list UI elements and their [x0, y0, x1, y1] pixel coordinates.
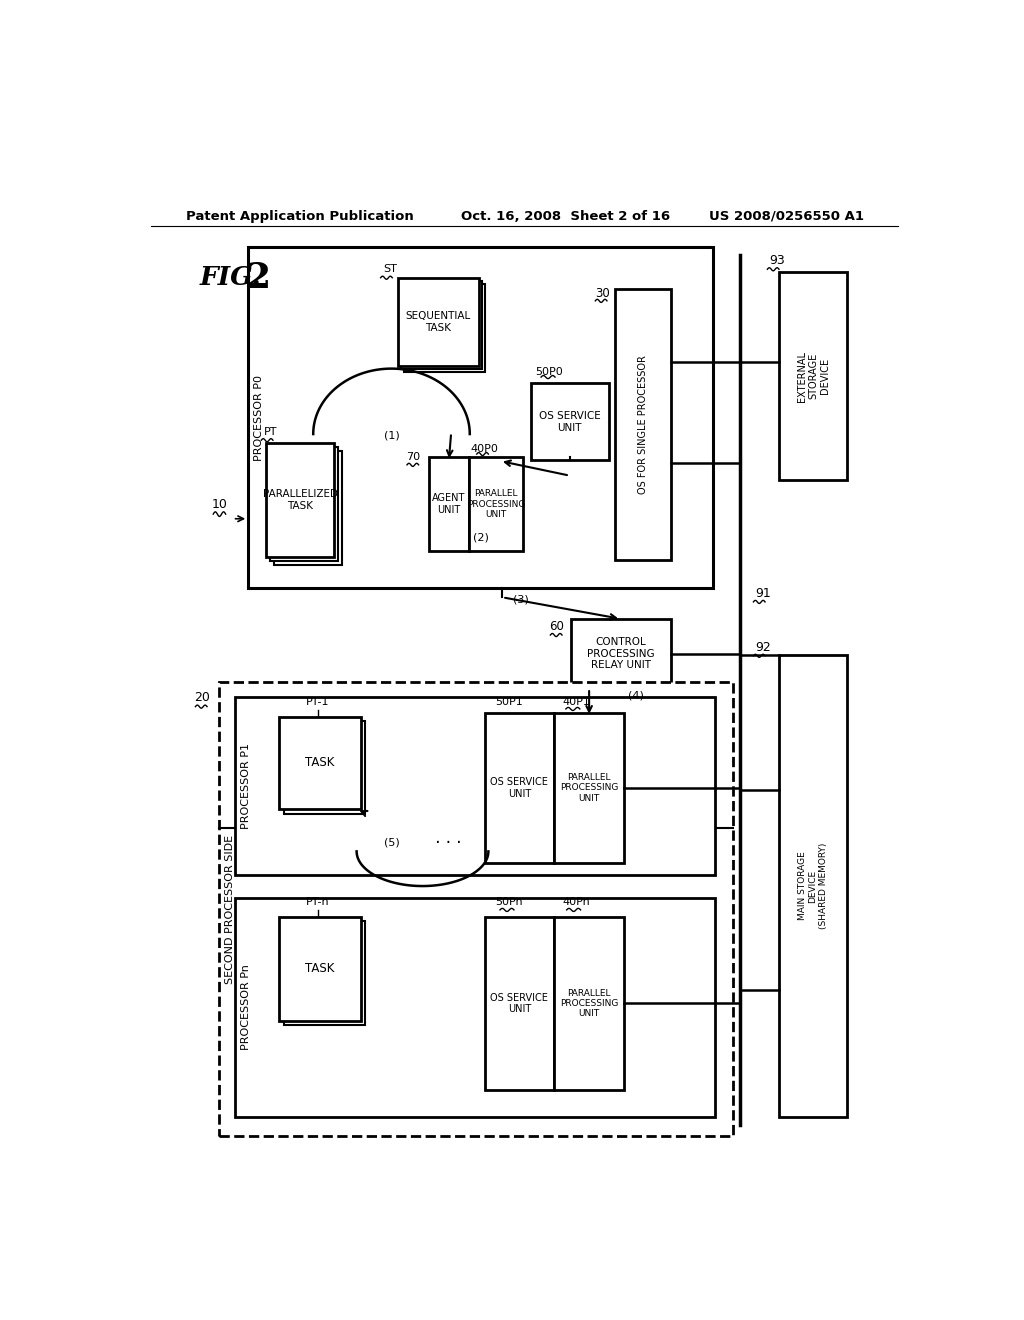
Text: 50P1: 50P1	[496, 697, 523, 708]
Bar	[270, 447, 338, 561]
Text: FIG.: FIG.	[200, 265, 261, 290]
Text: SECOND PROCESSOR SIDE: SECOND PROCESSOR SIDE	[224, 834, 234, 983]
Text: 70: 70	[407, 453, 420, 462]
Bar	[397, 277, 479, 367]
Text: TASK: TASK	[305, 756, 335, 770]
Text: (1): (1)	[384, 430, 399, 441]
Text: US 2008/0256550 A1: US 2008/0256550 A1	[710, 210, 864, 223]
Text: OS SERVICE
UNIT: OS SERVICE UNIT	[539, 411, 601, 433]
Text: TASK: TASK	[305, 962, 335, 975]
Text: (2): (2)	[473, 532, 488, 543]
Text: OS FOR SINGLE PROCESSOR: OS FOR SINGLE PROCESSOR	[638, 355, 647, 494]
Bar	[403, 284, 485, 372]
Bar	[571, 619, 671, 688]
Bar	[469, 457, 523, 552]
Bar	[248, 247, 713, 589]
Bar	[779, 655, 847, 1117]
Text: 2: 2	[246, 261, 271, 294]
Text: AGENT
UNIT: AGENT UNIT	[432, 494, 466, 515]
Text: PARALLEL
PROCESSING
UNIT: PARALLEL PROCESSING UNIT	[467, 490, 525, 519]
Text: PROCESSOR P1: PROCESSOR P1	[241, 743, 251, 829]
Bar	[554, 713, 624, 863]
Text: PROCESSOR P0: PROCESSOR P0	[254, 375, 264, 461]
Text: PT-n: PT-n	[306, 898, 330, 907]
Text: 91: 91	[756, 587, 771, 601]
Bar	[779, 272, 847, 480]
Text: 93: 93	[770, 255, 785, 268]
Text: 50P0: 50P0	[535, 367, 563, 378]
Text: OS SERVICE
UNIT: OS SERVICE UNIT	[490, 777, 548, 799]
Bar	[284, 921, 366, 1026]
Text: 20: 20	[194, 690, 210, 704]
Bar	[554, 917, 624, 1090]
Text: (4): (4)	[628, 690, 644, 701]
Text: PARALLEL
PROCESSING
UNIT: PARALLEL PROCESSING UNIT	[560, 774, 618, 803]
Bar	[400, 281, 482, 370]
Bar	[219, 682, 732, 1137]
Bar	[234, 697, 716, 875]
Bar	[280, 717, 360, 809]
Bar	[531, 383, 608, 461]
Bar	[614, 289, 671, 561]
Text: PARALLELIZED
TASK: PARALLELIZED TASK	[262, 490, 338, 511]
Text: CONTROL
PROCESSING
RELAY UNIT: CONTROL PROCESSING RELAY UNIT	[587, 638, 654, 671]
Text: 92: 92	[756, 640, 771, 653]
Text: . . .: . . .	[430, 829, 462, 847]
Text: (5): (5)	[384, 837, 399, 847]
Text: PT: PT	[263, 426, 278, 437]
Text: 40P0: 40P0	[471, 445, 499, 454]
Bar	[429, 457, 469, 552]
Text: PT-1: PT-1	[306, 697, 330, 708]
Text: OS SERVICE
UNIT: OS SERVICE UNIT	[490, 993, 548, 1014]
Bar	[273, 451, 342, 565]
Bar	[280, 917, 360, 1020]
Text: 50Pn: 50Pn	[496, 898, 523, 907]
Text: 30: 30	[595, 286, 609, 300]
Text: ST: ST	[384, 264, 397, 273]
Text: SEQUENTIAL
TASK: SEQUENTIAL TASK	[406, 312, 471, 333]
Text: Oct. 16, 2008  Sheet 2 of 16: Oct. 16, 2008 Sheet 2 of 16	[461, 210, 671, 223]
Text: 60: 60	[549, 620, 564, 634]
Bar	[266, 444, 334, 557]
Bar	[484, 713, 554, 863]
Text: EXTERNAL
STORAGE
DEVICE: EXTERNAL STORAGE DEVICE	[797, 351, 829, 401]
Bar	[284, 721, 366, 813]
Text: PROCESSOR Pn: PROCESSOR Pn	[241, 965, 251, 1051]
Text: MAIN STORAGE
DEVICE
(SHARED MEMORY): MAIN STORAGE DEVICE (SHARED MEMORY)	[798, 843, 828, 929]
Text: 40Pn: 40Pn	[562, 898, 590, 907]
Bar	[484, 917, 554, 1090]
Text: Patent Application Publication: Patent Application Publication	[186, 210, 414, 223]
Text: PARALLEL
PROCESSING
UNIT: PARALLEL PROCESSING UNIT	[560, 989, 618, 1018]
Bar	[234, 898, 716, 1117]
Text: 10: 10	[212, 499, 227, 511]
Text: 40P1: 40P1	[562, 697, 590, 708]
Text: (3): (3)	[513, 594, 529, 605]
